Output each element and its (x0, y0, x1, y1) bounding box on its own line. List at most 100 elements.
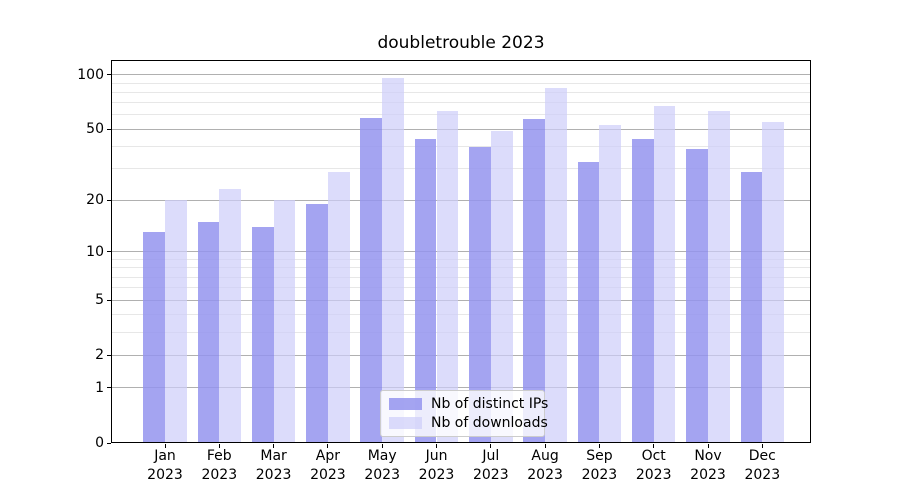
x-tick-year: 2023 (581, 467, 618, 483)
legend-label: Nb of distinct IPs (431, 395, 549, 412)
chart-title: doubletrouble 2023 (377, 33, 545, 53)
x-tick-label: Jul 2023 (461, 447, 521, 485)
bar-jun-ips (414, 139, 437, 443)
x-tick (327, 444, 329, 448)
x-tick (218, 444, 220, 448)
y-tick (107, 128, 111, 130)
legend-entry: Nb of downloads (389, 415, 548, 431)
y-tick (107, 442, 111, 444)
x-tick (544, 444, 546, 448)
x-tick (490, 444, 492, 448)
y-tick-label: 2 (95, 347, 104, 364)
bar-oct-downloads (653, 106, 676, 443)
minor-gridline (112, 258, 810, 260)
x-tick-year: 2023 (418, 467, 455, 483)
x-tick (164, 444, 166, 448)
y-tick (107, 251, 111, 253)
bar-dec-ips (740, 171, 763, 443)
x-tick-month: Feb (206, 448, 232, 464)
y-tick (107, 199, 111, 201)
bar-sep-downloads (599, 124, 622, 443)
x-tick-year: 2023 (690, 467, 726, 483)
x-tick-year: 2023 (472, 467, 509, 483)
bar-may-downloads (382, 77, 404, 443)
minor-gridline (112, 102, 810, 104)
x-tick-year: 2023 (364, 467, 400, 483)
bar-aug-downloads (545, 88, 567, 443)
minor-gridline (112, 146, 810, 148)
y-tick (107, 387, 111, 389)
legend: Nb of distinct IPs Nb of downloads (380, 390, 548, 437)
bar-sep-ips (577, 161, 600, 443)
y-tick-label: 20 (86, 192, 104, 209)
x-tick-month: Sep (586, 448, 613, 464)
x-tick-month: Apr (315, 448, 340, 464)
legend-swatch-ips (389, 397, 422, 410)
x-tick-month: Jun (425, 448, 448, 464)
legend-swatch-downloads (389, 417, 422, 430)
y-tick-label: 10 (86, 243, 104, 260)
x-tick-month: Jan (154, 448, 176, 464)
x-tick-month: May (367, 448, 397, 464)
bar-nov-ips (686, 148, 708, 443)
x-tick (761, 444, 763, 448)
bar-jan-downloads (165, 200, 187, 443)
x-tick (273, 444, 275, 448)
minor-gridline (112, 314, 810, 316)
major-gridline (112, 199, 810, 201)
y-tick-label: 50 (86, 121, 104, 138)
bar-may-ips (360, 117, 383, 443)
major-gridline (112, 74, 810, 76)
minor-gridline (112, 331, 810, 333)
y-tick-label: 1 (95, 379, 104, 396)
y-tick (107, 74, 111, 76)
y-tick-label: 100 (77, 66, 104, 83)
bar-jul-ips (469, 146, 491, 443)
minor-gridline (112, 276, 810, 278)
major-gridline (112, 128, 810, 130)
y-tick (107, 354, 111, 356)
x-tick (381, 444, 383, 448)
y-tick (107, 299, 111, 301)
x-tick-year: 2023 (527, 467, 563, 483)
x-tick-year: 2023 (201, 467, 238, 483)
legend-label: Nb of downloads (431, 415, 548, 432)
major-gridline (112, 354, 810, 356)
x-tick-label: Nov 2023 (678, 447, 738, 485)
x-tick (707, 444, 709, 448)
bar-apr-ips (306, 203, 328, 443)
bar-dec-downloads (762, 121, 785, 443)
x-tick-label: Mar 2023 (244, 447, 304, 485)
x-tick-month: Aug (531, 448, 559, 464)
bar-oct-ips (631, 139, 654, 443)
x-tick-label: Feb 2023 (189, 447, 249, 485)
x-tick-month: Nov (694, 448, 722, 464)
bar-mar-downloads (273, 200, 296, 443)
bar-nov-downloads (708, 111, 730, 443)
x-tick-label: May 2023 (352, 447, 412, 485)
major-gridline (112, 387, 810, 389)
x-tick-year: 2023 (147, 467, 183, 483)
bar-jan-ips (143, 232, 165, 443)
x-tick-label: Jun 2023 (407, 447, 467, 485)
bar-jul-downloads (490, 130, 513, 443)
minor-gridline (112, 114, 810, 116)
minor-gridline (112, 82, 810, 84)
bar-apr-downloads (327, 171, 350, 443)
legend-entry: Nb of distinct IPs (389, 396, 548, 412)
x-tick-year: 2023 (255, 467, 292, 483)
x-tick-label: Sep 2023 (569, 447, 629, 485)
x-tick-label: Oct 2023 (624, 447, 684, 485)
x-tick-month: Dec (748, 448, 776, 464)
x-tick-year: 2023 (310, 467, 346, 483)
x-tick-label: Aug 2023 (515, 447, 575, 485)
x-tick (598, 444, 600, 448)
x-tick-year: 2023 (635, 467, 672, 483)
bar-feb-ips (197, 221, 220, 443)
minor-gridline (112, 91, 810, 93)
bar-aug-ips (523, 118, 546, 443)
x-tick (653, 444, 655, 448)
x-tick-label: Dec 2023 (732, 447, 792, 485)
minor-gridline (112, 168, 810, 170)
